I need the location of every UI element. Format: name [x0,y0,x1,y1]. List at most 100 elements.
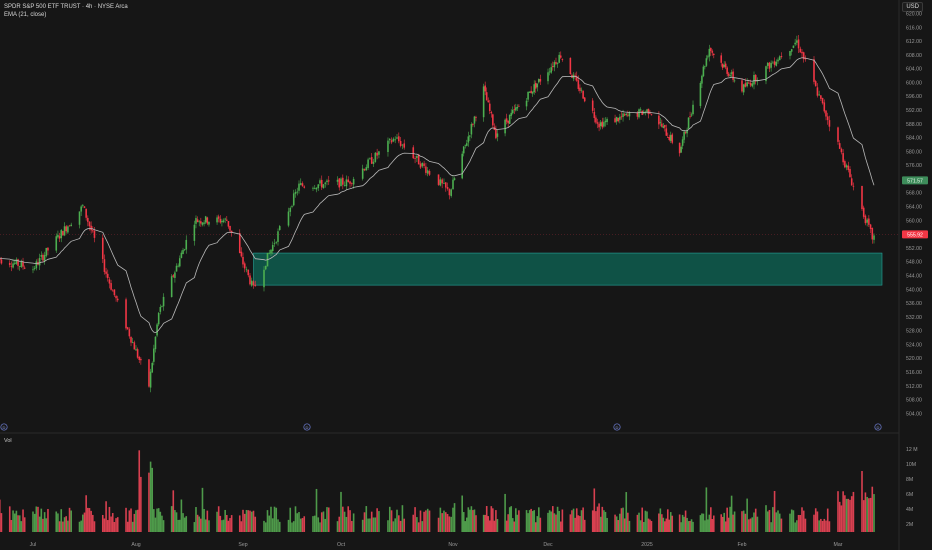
candle-body [646,109,648,112]
candle-body [349,181,351,184]
time-axis-label: Aug [131,542,140,548]
price-tick-label: 612.00 [906,39,922,45]
volume-bar [583,519,586,532]
volume-bar [35,506,38,532]
candle-body [818,94,820,96]
volume-bar [90,510,92,532]
candle-body [15,259,18,264]
ema-line[interactable] [0,57,875,333]
volume-bar [837,491,839,532]
candle-body [470,124,473,135]
volume-bar [582,507,584,532]
volume-bar [534,522,537,532]
candle-body [720,55,723,63]
candle-body [765,66,767,82]
volume-bar [65,516,68,532]
candle-body [518,105,520,107]
volume-bar [464,521,467,532]
event-marker-icon[interactable] [0,423,8,431]
volume-bar [742,510,745,532]
volume-bar [224,509,226,532]
volume-bar [462,512,465,532]
candle-body [504,119,506,134]
demand-zone[interactable] [253,252,883,286]
volume-bar [495,510,497,532]
candle-body [845,165,848,168]
volume-bar [372,517,375,532]
price-tick-label: 584.00 [906,136,922,142]
candle-body [583,97,586,102]
candle-body [88,221,91,227]
volume-bar [45,518,48,532]
volume-bar [219,515,222,532]
event-marker-icon[interactable] [613,423,621,431]
volume-bar [263,520,265,532]
candle-body [726,67,728,74]
candle-body [821,97,824,104]
volume-bar [149,461,152,532]
candle-body [473,116,476,124]
candle-body [516,106,519,109]
candle-body [794,42,796,45]
volume-bar [580,510,583,532]
candle-body [849,169,851,178]
volume-bar [320,512,323,532]
price-tick-label: 532.00 [906,315,922,321]
candle-body [278,226,281,230]
candle-body [553,62,556,68]
volume-bar [493,520,496,532]
volume-bar [378,511,380,532]
currency-badge[interactable]: USD [902,2,923,12]
volume-bar [569,514,572,532]
event-marker-icon[interactable] [874,423,882,431]
candle-body [203,222,205,224]
volume-bar [627,512,629,532]
volume-bar [221,520,223,532]
volume-bar [198,516,201,532]
candle-body [555,62,557,64]
candle-body [294,191,297,194]
candle-body [338,178,341,188]
volume-bar [619,513,621,532]
volume-bar [530,508,532,532]
volume-bar [301,518,304,532]
time-axis-label: Dec [543,542,553,548]
event-marker-icon[interactable] [303,423,311,431]
event-marker-label: D [877,425,880,430]
symbol-title[interactable]: SPDR S&P 500 ETF TRUST · 4h · NYSE Arca [4,4,128,10]
candle-body [342,177,344,185]
volume-bar [622,507,624,532]
candle-body [271,244,274,252]
volume-bar [208,520,210,532]
volume-bar [63,517,66,532]
volume-bar [553,513,556,532]
volume-tick-label: 2M [906,522,913,528]
volume-bar [826,508,829,532]
volume-bar [33,513,36,532]
volume-bar [17,515,19,532]
indicator-label[interactable]: EMA (21, close) [4,12,47,18]
candle-body [135,349,137,351]
candle-body [299,183,302,185]
candle-body [67,226,69,233]
candle-body [149,371,152,388]
candle-body [327,180,330,182]
volume-bar [643,521,645,532]
volume-bar [151,467,154,532]
candle-body [639,109,642,111]
volume-bar [47,508,49,532]
volume-bar [744,513,747,532]
candle-body [225,219,228,221]
candle-body [47,247,49,251]
price-tick-label: 564.00 [906,205,922,211]
volume-bar [57,513,59,532]
candle-body [461,153,463,179]
candle-body [40,255,43,257]
volume-bar [8,506,11,532]
volume-bar [398,515,400,532]
candle-body [802,52,805,60]
volume-bar [182,513,184,532]
volume-bar [294,506,297,532]
volume-bar [396,509,398,532]
